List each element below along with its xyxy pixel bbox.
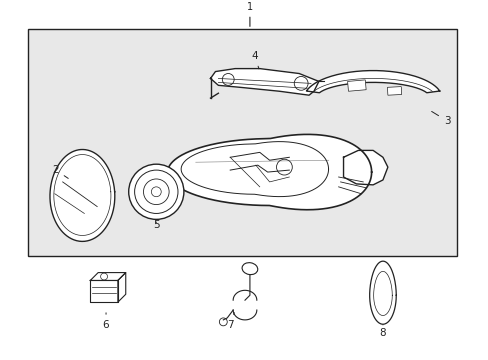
Polygon shape <box>343 150 387 185</box>
Text: 3: 3 <box>431 112 449 126</box>
Bar <box>28 29 456 256</box>
Polygon shape <box>50 149 115 242</box>
Text: 8: 8 <box>379 325 386 338</box>
Polygon shape <box>369 261 395 324</box>
Text: 7: 7 <box>226 313 234 330</box>
Polygon shape <box>118 273 125 302</box>
Text: 1: 1 <box>246 3 252 12</box>
Bar <box>386 87 401 95</box>
Polygon shape <box>90 273 125 280</box>
Polygon shape <box>167 134 371 210</box>
Polygon shape <box>90 280 118 302</box>
Polygon shape <box>210 69 318 95</box>
Text: 6: 6 <box>102 313 109 330</box>
Polygon shape <box>306 71 439 93</box>
Text: 4: 4 <box>251 51 259 69</box>
Text: 5: 5 <box>153 220 159 230</box>
Bar <box>347 80 366 91</box>
Text: 2: 2 <box>52 165 68 179</box>
Circle shape <box>128 164 183 219</box>
